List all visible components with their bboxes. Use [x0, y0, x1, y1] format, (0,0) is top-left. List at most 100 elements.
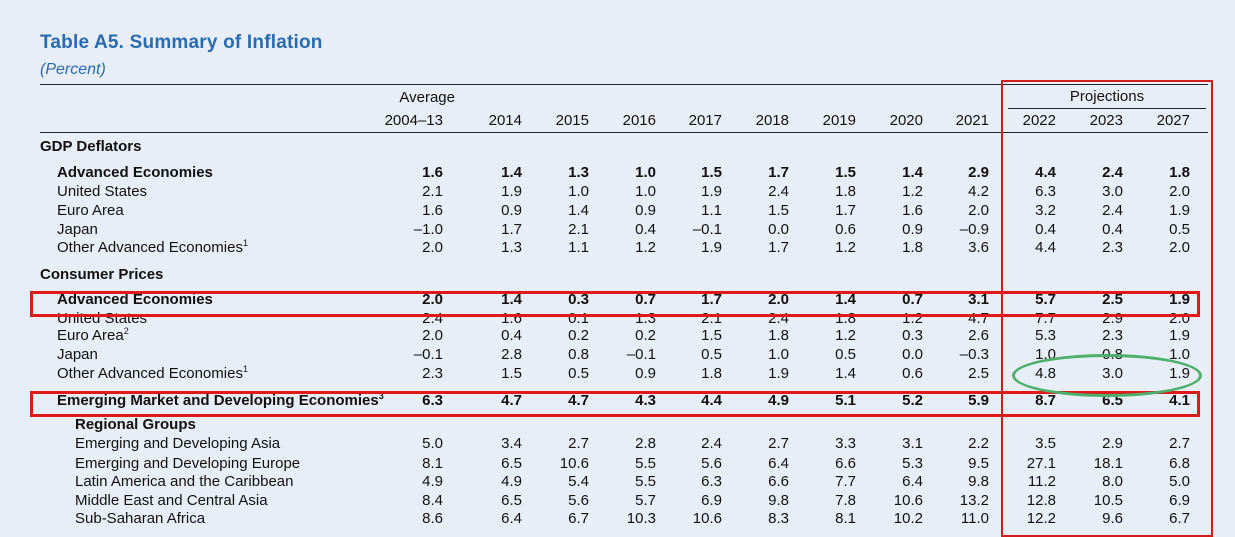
cell-value: 1.9 — [501, 183, 522, 200]
cell-value: 4.4 — [1035, 164, 1056, 181]
cell-value: 0.5 — [568, 365, 589, 382]
cell-value: 2.5 — [968, 365, 989, 382]
cell-value: 6.4 — [501, 510, 522, 527]
cell-value: 3.0 — [1102, 183, 1123, 200]
cell-value: 2.4 — [768, 183, 789, 200]
cell-value: 8.6 — [422, 510, 443, 527]
cell-value: 1.4 — [835, 291, 856, 308]
row-label: Other Advanced Economies1 — [57, 364, 248, 383]
cell-value: 10.2 — [893, 510, 923, 527]
cell-value: 2.8 — [635, 435, 656, 452]
cell-value: 5.7 — [635, 492, 656, 509]
cell-value: 1.2 — [835, 327, 856, 344]
section-consumer-prices: Consumer Prices — [40, 266, 164, 283]
cell-value: 7.8 — [835, 492, 856, 509]
cell-value: 9.8 — [968, 473, 989, 490]
cell-value: 0.2 — [568, 327, 589, 344]
cell-value: 1.4 — [501, 291, 522, 308]
cell-value: 2.7 — [568, 435, 589, 452]
cell-value: 18.1 — [1093, 455, 1123, 472]
cell-value: 1.0 — [635, 183, 656, 200]
cell-value: 1.0 — [768, 346, 789, 363]
cell-value: 5.0 — [1169, 473, 1190, 490]
cell-value: 0.3 — [568, 291, 589, 308]
cell-value: 2.0 — [422, 291, 443, 308]
row-label: United States — [57, 183, 147, 200]
cell-value: 1.7 — [501, 221, 522, 238]
footnote-marker: 3 — [378, 391, 384, 401]
cell-value: 11.0 — [960, 510, 989, 527]
cell-value: 1.6 — [422, 164, 443, 181]
cell-value: 1.8 — [768, 327, 789, 344]
cell-value: 12.8 — [1026, 492, 1056, 509]
cell-value: 0.4 — [635, 221, 656, 238]
cell-value: 1.3 — [568, 164, 589, 181]
row-label: Middle East and Central Asia — [75, 492, 268, 509]
cell-value: 0.7 — [902, 291, 923, 308]
footnote-marker: 2 — [123, 326, 129, 336]
cell-value: 6.3 — [422, 392, 443, 409]
cell-value: 3.1 — [902, 435, 923, 452]
year-header-4: 2017 — [688, 112, 722, 129]
row-label: Latin America and the Caribbean — [75, 473, 293, 490]
row-label-text: Sub-Saharan Africa — [75, 510, 206, 527]
cell-value: 1.8 — [902, 239, 923, 256]
row-label-text: Euro Area — [57, 202, 124, 219]
cell-value: 1.5 — [501, 365, 522, 382]
table-row-gdp-euro: Euro Area 1.6 0.9 1.4 0.9 1.1 1.5 1.7 1.6 2.0 3.2 2… — [0, 202, 1235, 221]
cell-value: 1.9 — [701, 239, 722, 256]
row-label: Advanced Economies — [57, 291, 213, 308]
cell-value: 3.1 — [968, 291, 989, 308]
row-label: Japan — [57, 221, 98, 238]
year-header-7: 2020 — [889, 112, 923, 129]
average-label: Average — [399, 89, 455, 106]
cell-value: 5.7 — [1035, 291, 1056, 308]
projections-highlight-box — [1001, 80, 1213, 537]
row-label: Euro Area — [57, 202, 124, 219]
row-label-text: Emerging and Developing Europe — [75, 455, 301, 472]
row-label-text: Latin America and the Caribbean — [75, 473, 294, 490]
cell-value: 4.9 — [422, 473, 443, 490]
footnote-marker: 1 — [242, 364, 248, 374]
cell-value: 0.9 — [902, 221, 923, 238]
section-regional-groups: Regional Groups — [75, 416, 196, 433]
cell-value: 0.5 — [701, 346, 722, 363]
cell-value: 7.7 — [835, 473, 856, 490]
cell-value: 1.1 — [701, 202, 722, 219]
cell-value: 8.4 — [422, 492, 443, 509]
advanced-economies-highlight-box — [30, 291, 1200, 317]
cell-value: 10.6 — [893, 492, 923, 509]
cell-value: 6.6 — [835, 455, 856, 472]
cell-value: 6.3 — [1035, 183, 1056, 200]
cell-value: 5.5 — [635, 473, 656, 490]
cell-value: 4.4 — [701, 392, 722, 409]
cell-value: 0.5 — [835, 346, 856, 363]
cell-value: –0.1 — [692, 221, 722, 238]
cell-value: 8.1 — [835, 510, 856, 527]
cell-value: 2.7 — [1169, 435, 1190, 452]
table-row-meca: Middle East and Central Asia 8.4 6.5 5.6 5.7… — [0, 492, 1235, 511]
table-row-ssa: Sub-Saharan Africa 8.6 6.4 6.7 10.3 10.6 8.3 8.… — [0, 510, 1235, 529]
cell-value: 5.2 — [902, 392, 923, 409]
cell-value: 3.5 — [1035, 435, 1056, 452]
cell-value: 8.3 — [768, 510, 789, 527]
cell-value: 1.2 — [835, 239, 856, 256]
cell-value: 3.3 — [835, 435, 856, 452]
cell-value: 1.7 — [835, 202, 856, 219]
cell-value: 2.1 — [568, 221, 589, 238]
cell-value: 5.3 — [1035, 327, 1056, 344]
table-row-gdp-japan: Japan –1.0 1.7 2.1 0.4 –0.1 0.0 0.6 0.9 –0.9 0.4 0.… — [0, 221, 1235, 240]
footnote-marker: 1 — [242, 238, 248, 248]
cell-value: 6.8 — [1169, 455, 1190, 472]
table-row-lac: Latin America and the Caribbean 4.9 4.9 5.4… — [0, 473, 1235, 492]
table-row-gdp-us: United States 2.1 1.9 1.0 1.0 1.9 2.4 1.8 1.2 4.2… — [0, 183, 1235, 202]
cell-value: 2.6 — [968, 327, 989, 344]
cell-value: 11.2 — [1027, 473, 1056, 490]
cell-value: 1.7 — [701, 291, 722, 308]
cell-value: 2.4 — [701, 435, 722, 452]
cell-value: 2.0 — [422, 327, 443, 344]
row-label: Japan — [57, 346, 98, 363]
row-label: Other Advanced Economies1 — [57, 238, 248, 257]
row-label: Emerging and Developing Asia — [75, 435, 280, 452]
cell-value: 0.0 — [902, 346, 923, 363]
